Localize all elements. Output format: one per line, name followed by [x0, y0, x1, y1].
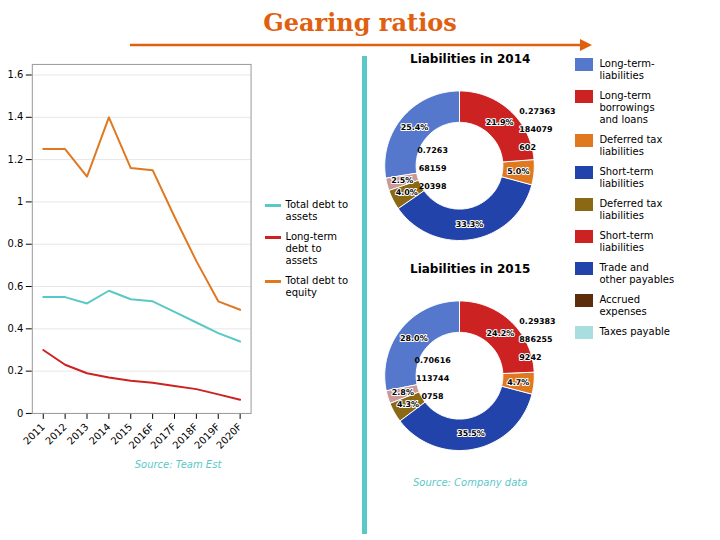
- svg-text:28.0%: 28.0%: [400, 334, 428, 343]
- svg-text:0.2: 0.2: [8, 365, 24, 376]
- svg-text:2012: 2012: [43, 421, 69, 447]
- html-text:Deferred tax liabilities: Deferred tax liabilities: [599, 198, 663, 221]
- svg-text:0.7263: 0.7263: [417, 146, 448, 155]
- html-text:Short-term liabilities: Short-term liabilities: [599, 166, 654, 189]
- svg-text:2.8%: 2.8%: [392, 388, 414, 397]
- html-text:Source: Team Est: Source: Team Est: [134, 458, 222, 470]
- svg-text:2011: 2011: [21, 421, 47, 447]
- svg-text:1.4: 1.4: [8, 111, 24, 122]
- svg-text:2015: 2015: [108, 421, 135, 447]
- svg-text:33.3%: 33.3%: [456, 219, 484, 228]
- svg-text:24.2%: 24.2%: [487, 329, 515, 338]
- svg-text:35.5%: 35.5%: [457, 430, 485, 439]
- svg-text:2.5%: 2.5%: [391, 176, 413, 185]
- svg-text:184079: 184079: [519, 125, 553, 134]
- html-text:Gearing ratios: Gearing ratios: [263, 8, 457, 37]
- svg-text:886255: 886255: [519, 336, 552, 345]
- svg-text:0.70616: 0.70616: [414, 357, 451, 366]
- svg-text:1: 1: [17, 196, 23, 207]
- html-text:Long-term- liabilities: Long-term- liabilities: [599, 58, 655, 81]
- svg-text:5.0%: 5.0%: [507, 167, 529, 176]
- svg-text:602: 602: [519, 143, 536, 152]
- svg-text:2016F: 2016F: [126, 421, 157, 451]
- html-text:Total debt to equity: Total debt to equity: [285, 275, 348, 299]
- html-text:Taxes payable: Taxes payable: [599, 326, 670, 337]
- html-text:Accrued expenses: Accrued expenses: [599, 294, 647, 317]
- html-text:Short-term liabilities: Short-term liabilities: [599, 230, 654, 253]
- svg-text:20398: 20398: [419, 182, 447, 191]
- svg-text:21.9%: 21.9%: [486, 118, 514, 127]
- svg-text:0.8: 0.8: [8, 238, 24, 249]
- svg-text:4.7%: 4.7%: [507, 378, 529, 387]
- html-text:Source: Company data: Source: Company data: [413, 476, 528, 488]
- svg-text:2020F: 2020F: [214, 421, 244, 451]
- svg-text:9242: 9242: [519, 354, 541, 363]
- html-text:Trade and other payables: Trade and other payables: [599, 262, 675, 285]
- svg-text:0.29383: 0.29383: [519, 318, 555, 327]
- svg-text:1.2: 1.2: [8, 154, 24, 165]
- svg-text:113744: 113744: [416, 375, 450, 384]
- svg-text:0758: 0758: [421, 393, 444, 402]
- svg-text:25.4%: 25.4%: [401, 123, 429, 132]
- svg-text:2013: 2013: [65, 421, 91, 447]
- svg-text:4.3%: 4.3%: [397, 401, 419, 410]
- svg-text:0: 0: [17, 408, 23, 419]
- html-text:Long-term borrowings and loans: Long-term borrowings and loans: [599, 90, 655, 125]
- html-text:Liabilities in 2015: Liabilities in 2015: [410, 262, 531, 277]
- svg-text:2017F: 2017F: [148, 421, 179, 451]
- svg-text:0.27363: 0.27363: [519, 107, 555, 116]
- svg-text:2019F: 2019F: [192, 421, 222, 451]
- svg-text:68159: 68159: [419, 164, 447, 173]
- svg-text:1.6: 1.6: [8, 69, 24, 80]
- svg-text:2018F: 2018F: [170, 421, 200, 451]
- svg-text:2014: 2014: [87, 421, 113, 447]
- html-text:Total debt to assets: Total debt to assets: [285, 199, 348, 223]
- svg-text:0.6: 0.6: [8, 281, 24, 292]
- html-text:Long-term debt to assets: Long-term debt to assets: [285, 231, 338, 267]
- svg-text:4.0%: 4.0%: [396, 188, 418, 197]
- html-text:Liabilities in 2014: Liabilities in 2014: [410, 52, 531, 66]
- html-text:Deferred tax liabilities: Deferred tax liabilities: [599, 134, 663, 157]
- svg-text:0.4: 0.4: [8, 323, 24, 334]
